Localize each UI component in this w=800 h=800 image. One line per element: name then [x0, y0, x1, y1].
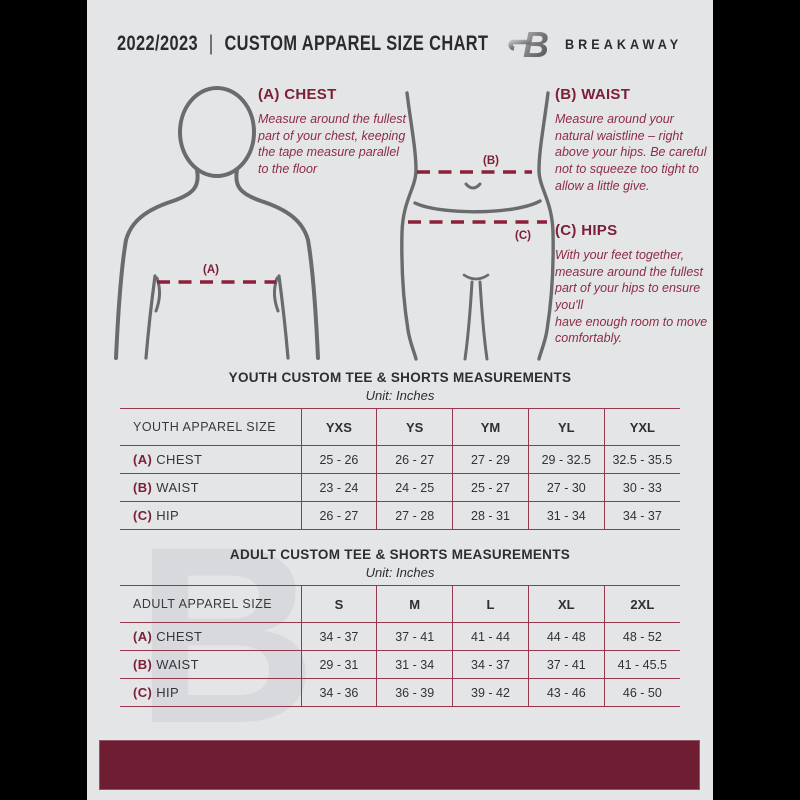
adult-size-2xl: 2XL — [603, 585, 680, 623]
size-chart-page: B 2022/2023 | CUSTOM APPAREL SIZE CHART B … — [87, 0, 713, 800]
row-name: CHEST — [156, 629, 203, 644]
figure-head-outline — [178, 86, 256, 178]
chest-line-label: (A) — [203, 264, 219, 276]
page-header: 2022/2023 | CUSTOM APPAREL SIZE CHART B BR… — [87, 24, 713, 64]
chest-instructions: (A) CHEST Measure around the fullest par… — [258, 86, 410, 178]
adult-size-s: S — [300, 585, 377, 623]
row-prefix: (C) — [133, 685, 153, 700]
row-name: CHEST — [156, 452, 203, 467]
brand-watermark-letter: B — [135, 495, 317, 776]
cell-value: 29 - 31 — [300, 650, 377, 679]
cell-value: 39 - 42 — [452, 678, 529, 707]
youth-hip-row: (C) HIP 26 - 27 27 - 28 28 - 31 31 - 34 3… — [120, 501, 680, 530]
adult-section-title: ADULT CUSTOM TEE & SHORTS MEASUREMENTS — [229, 547, 571, 562]
hips-heading: (C) HIPS — [555, 222, 618, 239]
cell-value: 25 - 26 — [300, 445, 377, 474]
youth-chest-row: (A) CHEST 25 - 26 26 - 27 27 - 29 29 - 32… — [120, 445, 680, 474]
adult-hip-row: (C) HIP 34 - 36 36 - 39 39 - 42 43 - 46 4… — [120, 678, 680, 707]
youth-size-yxs: YXS — [300, 408, 377, 446]
chest-description: Measure around the fullest part of your … — [258, 112, 407, 176]
row-name: WAIST — [156, 480, 199, 495]
youth-size-yl: YL — [527, 408, 605, 446]
cell-value: 23 - 24 — [300, 473, 377, 502]
waist-line-label: (B) — [483, 155, 499, 167]
row-prefix: (B) — [133, 480, 153, 495]
cell-value: 27 - 28 — [376, 501, 453, 530]
waist-instructions: (B) WAIST Measure around your natural wa… — [555, 86, 711, 194]
row-name: WAIST — [156, 657, 199, 672]
page-title: CUSTOM APPAREL SIZE CHART — [224, 32, 489, 55]
brand-lockup: B BREAKAWAY — [507, 24, 695, 64]
cell-value: 41 - 44 — [452, 622, 529, 651]
upper-body-diagram: (A) — [114, 86, 320, 360]
hips-instructions: (C) HIPS With your feet together, measur… — [555, 222, 711, 347]
adult-size-xl: XL — [527, 585, 605, 623]
adult-chest-row: (A) CHEST 34 - 37 37 - 41 41 - 44 44 - 48… — [120, 622, 680, 651]
youth-size-ym: YM — [452, 408, 529, 446]
cell-value: 34 - 37 — [603, 501, 680, 530]
youth-size-table: YOUTH APPAREL SIZE YXS YS YM YL YXL (A) C… — [120, 408, 680, 530]
cell-value: 25 - 27 — [452, 473, 529, 502]
adult-size-table: ADULT APPAREL SIZE S M L XL 2XL (A) CHEST… — [120, 585, 680, 707]
cell-value: 28 - 31 — [452, 501, 529, 530]
header-divider: | — [208, 32, 214, 55]
cell-value: 34 - 36 — [300, 678, 377, 707]
cell-value: 36 - 39 — [376, 678, 453, 707]
youth-size-ys: YS — [376, 408, 453, 446]
cell-value: 31 - 34 — [527, 501, 605, 530]
cell-value: 26 - 27 — [300, 501, 377, 530]
chest-heading: (A) CHEST — [258, 86, 337, 103]
youth-unit-label: Unit: Inches — [365, 388, 435, 403]
youth-waist-row: (B) WAIST 23 - 24 24 - 25 25 - 27 27 - 30… — [120, 473, 680, 502]
masthead-title: 2022/2023 | CUSTOM APPAREL SIZE CHART — [117, 32, 488, 56]
figure-navel — [464, 182, 482, 190]
cell-value: 46 - 50 — [603, 678, 680, 707]
adult-size-m: M — [376, 585, 453, 623]
row-prefix: (A) — [133, 452, 153, 467]
waist-heading: (B) WAIST — [555, 86, 631, 103]
figure-waistband-curve — [413, 199, 542, 214]
lower-body-diagram: (B) (C) — [400, 91, 555, 361]
cell-value: 26 - 27 — [376, 445, 453, 474]
adult-size-l: L — [452, 585, 529, 623]
adult-size-label: ADULT APPAREL SIZE — [133, 597, 273, 611]
cell-value: 27 - 30 — [527, 473, 605, 502]
cell-value: 43 - 46 — [527, 678, 605, 707]
cell-value: 48 - 52 — [603, 622, 680, 651]
row-prefix: (C) — [133, 508, 153, 523]
row-name: HIP — [156, 508, 180, 523]
row-name: HIP — [156, 685, 180, 700]
cell-value: 32.5 - 35.5 — [603, 445, 680, 474]
adult-waist-row: (B) WAIST 29 - 31 31 - 34 34 - 37 37 - 41… — [120, 650, 680, 679]
cell-value: 24 - 25 — [376, 473, 453, 502]
cell-value: 30 - 33 — [603, 473, 680, 502]
adult-table-header-row: ADULT APPAREL SIZE S M L XL 2XL — [120, 585, 680, 623]
cell-value: 34 - 37 — [300, 622, 377, 651]
footer-bar — [99, 740, 700, 790]
adult-unit-label: Unit: Inches — [365, 565, 435, 580]
youth-section-title: YOUTH CUSTOM TEE & SHORTS MEASUREMENTS — [228, 370, 572, 385]
youth-size-label: YOUTH APPAREL SIZE — [133, 420, 277, 434]
cell-value: 41 - 45.5 — [603, 650, 680, 679]
brand-name: BREAKAWAY — [564, 36, 682, 52]
cell-value: 37 - 41 — [376, 622, 453, 651]
hips-description: With your feet together, measure around … — [555, 248, 708, 346]
cell-value: 34 - 37 — [452, 650, 529, 679]
hip-line-label: (C) — [515, 230, 531, 242]
cell-value: 27 - 29 — [452, 445, 529, 474]
cell-value: 31 - 34 — [376, 650, 453, 679]
season-label: 2022/2023 — [117, 32, 198, 55]
row-prefix: (A) — [133, 629, 153, 644]
waist-description: Measure around your natural waistline – … — [555, 112, 707, 193]
breakaway-logo-icon: B — [508, 24, 549, 64]
cell-value: 37 - 41 — [527, 650, 605, 679]
row-prefix: (B) — [133, 657, 153, 672]
cell-value: 29 - 32.5 — [527, 445, 605, 474]
youth-size-yxl: YXL — [603, 408, 680, 446]
youth-table-header-row: YOUTH APPAREL SIZE YXS YS YM YL YXL — [120, 408, 680, 446]
cell-value: 44 - 48 — [527, 622, 605, 651]
